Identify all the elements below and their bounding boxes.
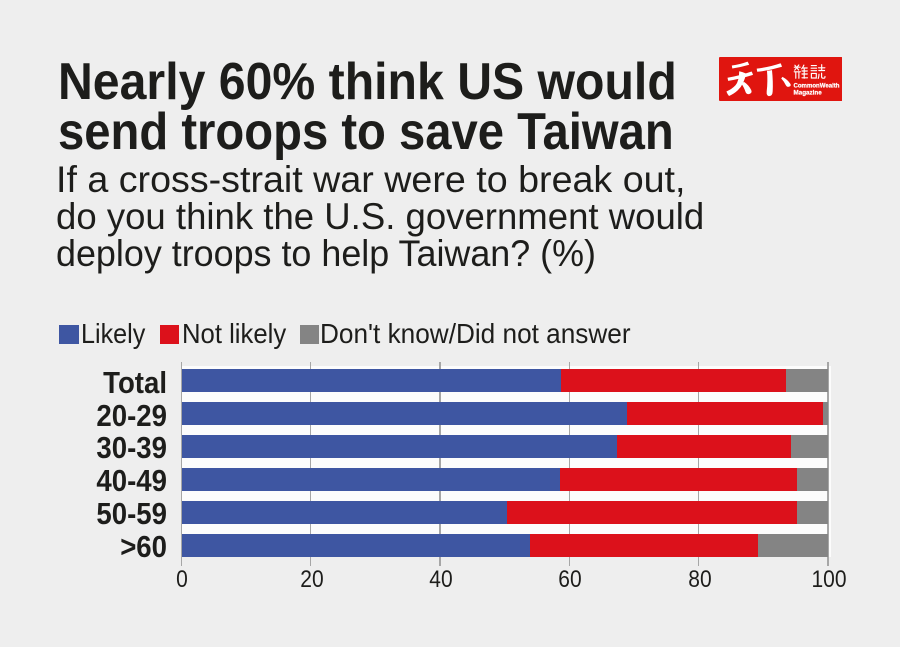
svg-text:CommonWealth: CommonWealth xyxy=(793,83,839,90)
svg-text:Magazine: Magazine xyxy=(793,90,822,97)
